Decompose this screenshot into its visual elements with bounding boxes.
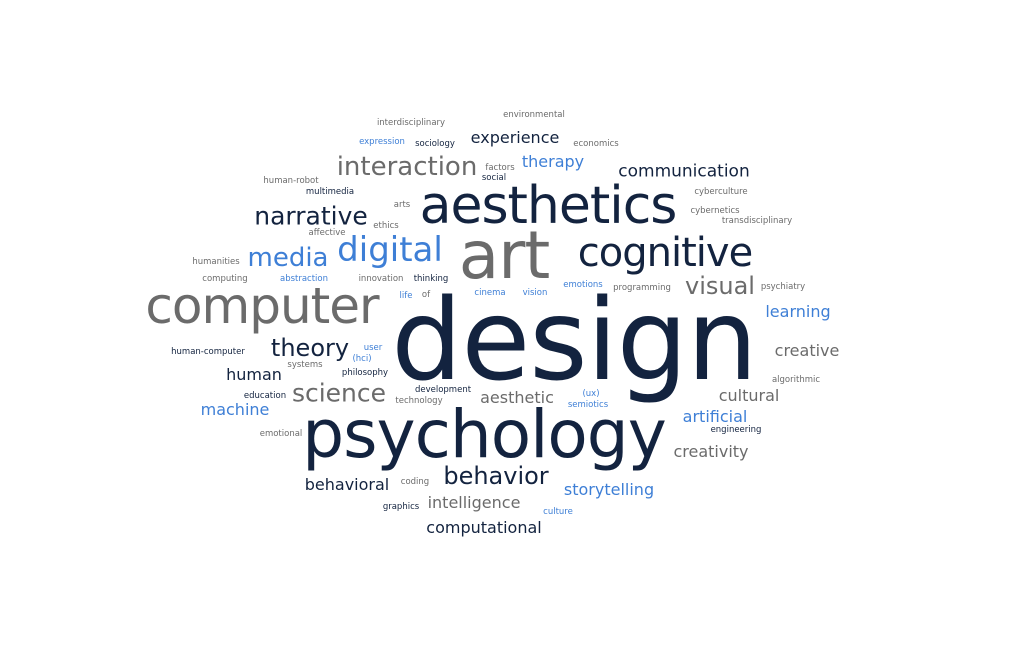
word-emotional: emotional <box>259 428 303 439</box>
word-aesthetics: aesthetics <box>419 176 678 236</box>
word-multimedia: multimedia <box>305 186 355 197</box>
word-programming: programming <box>613 282 671 293</box>
word-development: development <box>414 384 472 395</box>
word-aesthetic: aesthetic <box>480 388 554 407</box>
word-psychiatry: psychiatry <box>760 281 806 292</box>
word-thinking: thinking <box>413 273 449 284</box>
word-environmental: environmental <box>503 109 565 120</box>
word-education: education <box>243 390 287 401</box>
word-human: human <box>226 365 282 384</box>
word-algorithmic: algorithmic <box>771 374 821 385</box>
word-graphics: graphics <box>382 501 420 512</box>
word-computing: computing <box>202 273 248 284</box>
word-cybernetics: cybernetics <box>690 205 740 216</box>
word-human-robot: human-robot <box>263 175 319 186</box>
word-communication: communication <box>618 161 750 182</box>
word-psychology: psychology <box>302 396 667 473</box>
word-artificial: artificial <box>682 407 748 426</box>
word-interdisciplinary: interdisciplinary <box>376 117 446 128</box>
word-philosophy: philosophy <box>341 367 389 378</box>
word-learning: learning <box>765 302 831 321</box>
word-economics: economics <box>573 138 619 149</box>
word-storytelling: storytelling <box>563 480 655 499</box>
word-human-computer: human-computer <box>171 346 245 357</box>
word-intelligence: intelligence <box>427 493 521 512</box>
word-transdisciplinary: transdisciplinary <box>721 215 793 226</box>
word-life: life <box>399 290 413 301</box>
word-visual: visual <box>685 272 755 300</box>
word-innovation: innovation <box>358 273 404 284</box>
word-cyberculture: cyberculture <box>694 186 748 197</box>
word-ux: (ux) <box>582 388 600 399</box>
word-cultural: cultural <box>718 386 780 405</box>
word-abstraction: abstraction <box>279 273 329 284</box>
word-systems: systems <box>287 359 323 370</box>
word-media: media <box>247 243 329 273</box>
word-therapy: therapy <box>521 152 585 171</box>
word-expression: expression <box>359 136 405 147</box>
word-sociology: sociology <box>415 138 455 149</box>
word-interaction: interaction <box>336 152 478 182</box>
word-science: science <box>291 378 387 408</box>
word-factors: factors <box>485 162 515 173</box>
word-computer: computer <box>145 277 379 335</box>
word-culture: culture <box>543 506 573 517</box>
word-narrative: narrative <box>254 201 368 231</box>
word-creativity: creativity <box>673 442 749 461</box>
word-experience: experience <box>470 128 560 147</box>
word-hci: (hci) <box>352 353 372 364</box>
word-ethics: ethics <box>373 220 399 231</box>
word-of: of <box>421 289 431 300</box>
word-creative: creative <box>774 341 840 360</box>
word-art: art <box>458 217 550 294</box>
word-coding: coding <box>400 476 430 487</box>
word-behavioral: behavioral <box>304 475 390 494</box>
word-technology: technology <box>395 395 443 406</box>
word-digital: digital <box>337 230 443 270</box>
word-vision: vision <box>522 287 548 298</box>
word-cinema: cinema <box>474 287 506 298</box>
word-machine: machine <box>200 400 270 419</box>
word-design: design <box>391 276 758 406</box>
word-social: social <box>481 172 507 183</box>
word-behavior: behavior <box>443 462 549 490</box>
word-computational: computational <box>426 518 542 537</box>
word-humanities: humanities <box>192 256 240 267</box>
word-user: user <box>363 342 383 353</box>
word-theory: theory <box>270 334 350 362</box>
word-engineering: engineering <box>710 424 762 435</box>
word-semiotics: semiotics <box>567 399 609 410</box>
word-arts: arts <box>393 199 411 210</box>
word-emotions: emotions <box>563 279 603 290</box>
word-affective: affective <box>308 227 346 238</box>
word-cognitive: cognitive <box>577 230 753 276</box>
